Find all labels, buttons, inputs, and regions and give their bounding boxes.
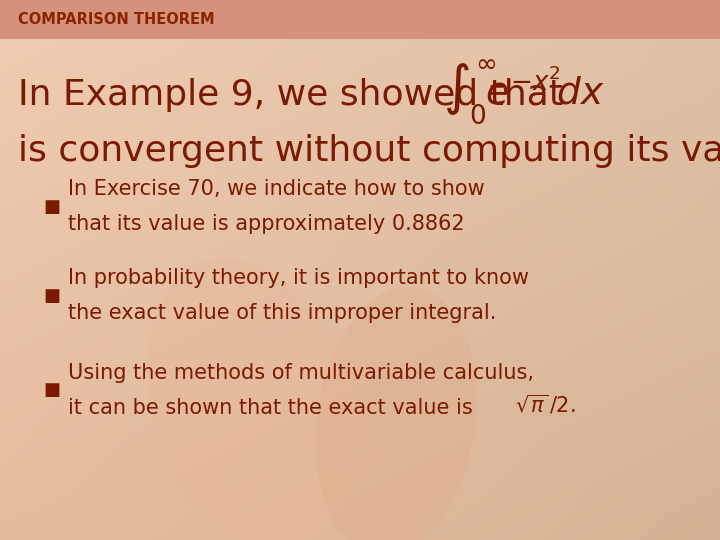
FancyBboxPatch shape	[0, 0, 720, 39]
Text: that its value is approximately 0.8862: that its value is approximately 0.8862	[68, 214, 465, 234]
Text: it can be shown that the exact value is: it can be shown that the exact value is	[68, 397, 480, 418]
Text: In Example 9, we showed that: In Example 9, we showed that	[18, 78, 575, 111]
Text: Using the methods of multivariable calculus,: Using the methods of multivariable calcu…	[68, 362, 534, 383]
Text: ■: ■	[43, 381, 60, 399]
Text: In probability theory, it is important to know: In probability theory, it is important t…	[68, 268, 529, 288]
Text: $\int_0^{\infty}\!\! e^{-x^2}\!dx$: $\int_0^{\infty}\!\! e^{-x^2}\!dx$	[443, 57, 605, 126]
Ellipse shape	[315, 287, 477, 540]
Text: is convergent without computing its value.: is convergent without computing its valu…	[18, 134, 720, 168]
Text: the exact value of this improper integral.: the exact value of this improper integra…	[68, 303, 497, 323]
Text: ■: ■	[43, 287, 60, 305]
Text: In Exercise 70, we indicate how to show: In Exercise 70, we indicate how to show	[68, 179, 485, 199]
Text: COMPARISON THEOREM: COMPARISON THEOREM	[18, 12, 215, 27]
Ellipse shape	[147, 258, 357, 540]
Text: $\sqrt{\pi}\,/2.$: $\sqrt{\pi}\,/2.$	[515, 394, 575, 418]
Text: ■: ■	[43, 198, 60, 215]
